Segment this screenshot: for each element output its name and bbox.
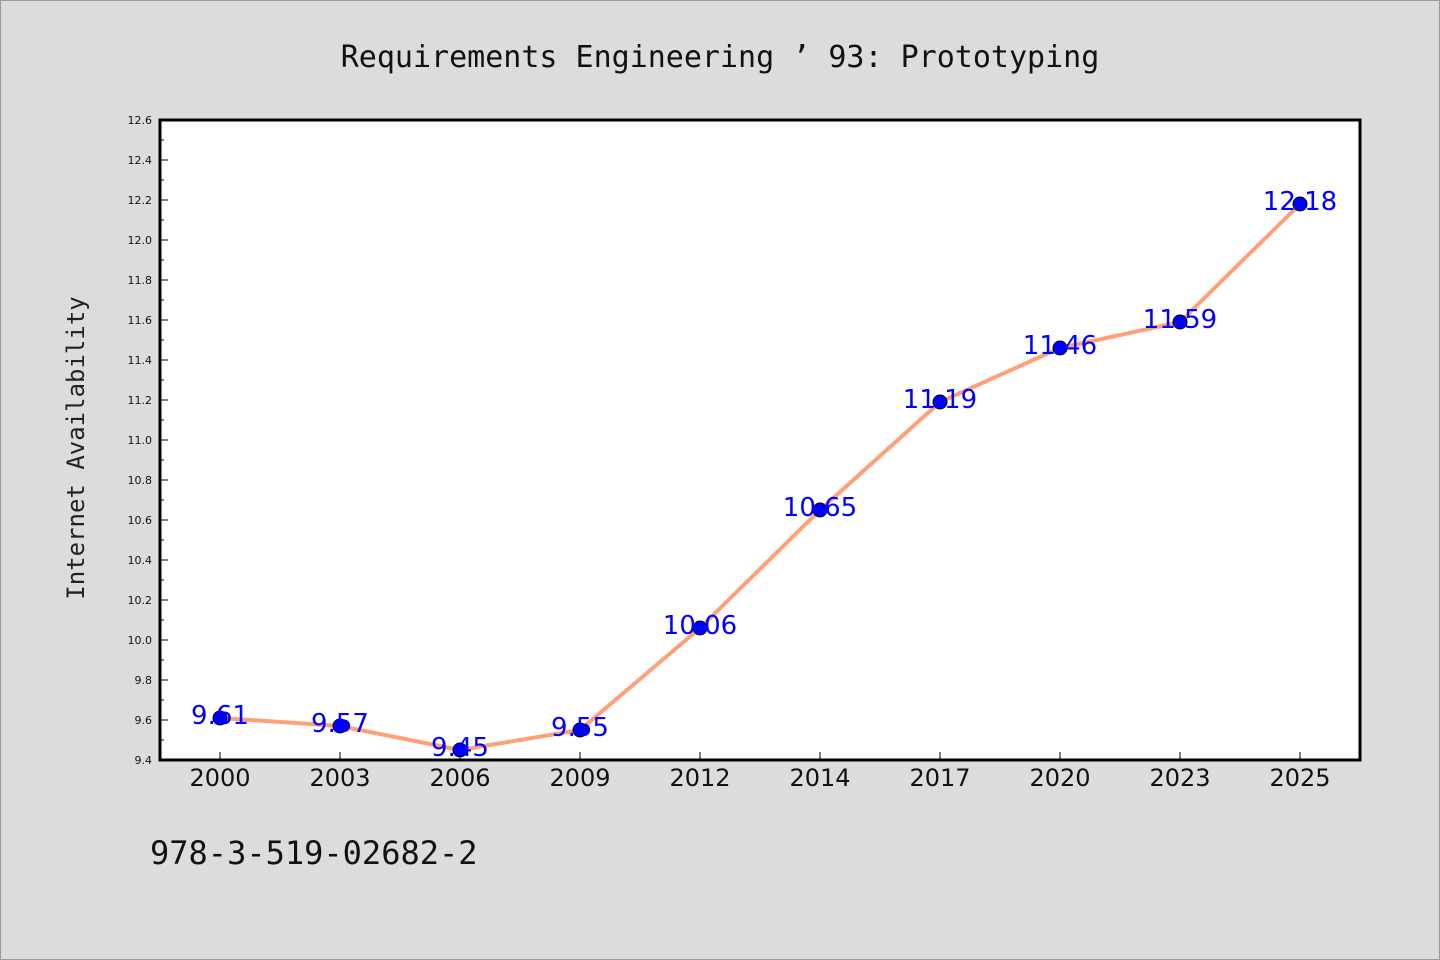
x-tick-label: 2014 xyxy=(789,764,850,792)
y-tick-label: 11.8 xyxy=(128,274,153,287)
y-tick-label: 11.4 xyxy=(128,354,153,367)
y-tick-label: 12.6 xyxy=(128,114,153,127)
plot-border xyxy=(158,118,1362,762)
data-point xyxy=(452,742,468,758)
data-point xyxy=(1172,314,1188,330)
plot-area xyxy=(160,120,1360,760)
data-label: 9.57 xyxy=(311,709,369,739)
x-tick-label: 2020 xyxy=(1029,764,1090,792)
series-line xyxy=(218,202,1302,752)
y-tick-label: 11.2 xyxy=(128,394,153,407)
y-tick-label: 9.6 xyxy=(135,714,153,727)
data-point xyxy=(572,722,588,738)
data-labels: 9.61 9.57 9.45 9.55 10.06 10.65 11.19 11.46 11.5… xyxy=(191,187,1337,763)
data-label: 9.55 xyxy=(551,713,609,743)
data-point xyxy=(212,710,228,726)
footer-isbn: 978-3-519-02682-2 xyxy=(150,834,478,872)
data-point xyxy=(932,394,948,410)
series-layer xyxy=(212,196,1308,758)
y-tick-label: 12.0 xyxy=(128,234,153,247)
y-tick-label: 9.8 xyxy=(135,674,153,687)
x-tick-label: 2023 xyxy=(1149,764,1210,792)
y-tick-label: 10.2 xyxy=(128,594,153,607)
y-tick-label: 11.6 xyxy=(128,314,153,327)
y-axis-ticks: 9.4 9.6 9.8 10.0 10.2 10.4 10.6 10.8 11.0 11.2 11.… xyxy=(128,114,168,767)
data-point xyxy=(1052,340,1068,356)
data-label: 11.46 xyxy=(1023,331,1097,361)
data-label: 10.06 xyxy=(663,611,737,641)
x-tick-label: 2025 xyxy=(1269,764,1330,792)
x-tick-label: 2000 xyxy=(189,764,250,792)
data-point xyxy=(332,718,348,734)
y-tick-label: 10.4 xyxy=(128,554,153,567)
y-tick-label: 9.4 xyxy=(135,754,153,767)
x-tick-label: 2017 xyxy=(909,764,970,792)
y-axis-label: Internet Availability xyxy=(62,296,90,599)
x-tick-label: 2009 xyxy=(549,764,610,792)
data-label: 12.18 xyxy=(1263,187,1337,217)
data-label: 9.61 xyxy=(191,701,249,731)
y-tick-label: 11.0 xyxy=(128,434,153,447)
chart-title: Requirements Engineering ’ 93: Prototypi… xyxy=(341,40,1100,75)
data-label: 10.65 xyxy=(783,493,857,523)
data-label: 11.19 xyxy=(903,385,977,415)
data-point xyxy=(692,620,708,636)
y-tick-label: 10.0 xyxy=(128,634,153,647)
x-tick-label: 2003 xyxy=(309,764,370,792)
data-label: 9.45 xyxy=(431,733,489,763)
y-tick-label: 12.2 xyxy=(128,194,153,207)
x-tick-label: 2006 xyxy=(429,764,490,792)
y-tick-label: 10.6 xyxy=(128,514,153,527)
x-tick-label: 2012 xyxy=(669,764,730,792)
y-tick-label: 10.8 xyxy=(128,474,153,487)
y-tick-label: 12.4 xyxy=(128,154,153,167)
data-label: 11.59 xyxy=(1143,305,1217,335)
x-axis-ticks: 2000 2003 2006 2009 2012 2014 2017 2020 2023 2025 xyxy=(189,752,1331,792)
data-point xyxy=(1292,196,1308,212)
data-point xyxy=(812,502,828,518)
